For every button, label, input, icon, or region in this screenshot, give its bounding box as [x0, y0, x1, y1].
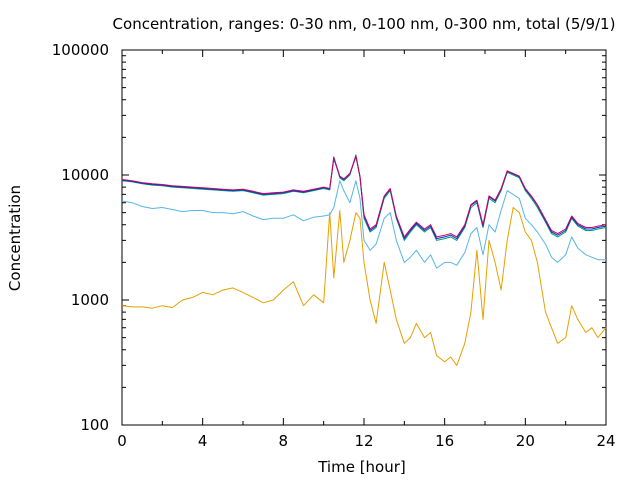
- series-group: [121, 154, 607, 366]
- series-line-4: [121, 156, 607, 240]
- x-tick-label: 0: [117, 432, 127, 450]
- y-axis-label: Concentration: [6, 185, 24, 291]
- y-tick-label: 1000: [71, 291, 109, 309]
- y-tick-label: 100: [80, 416, 109, 434]
- y-tick-label: 100000: [52, 41, 109, 59]
- x-tick-label: 16: [435, 432, 454, 450]
- x-tick-label: 20: [516, 432, 535, 450]
- x-tick-label: 4: [198, 432, 208, 450]
- series-line-1: [121, 207, 607, 366]
- series-line-5: [121, 155, 607, 238]
- axis-ticks: 0 4 8 12 16 20 24 100 1000 10000 100000: [52, 41, 616, 450]
- x-tick-label: 12: [354, 432, 373, 450]
- series-line-2: [121, 180, 606, 269]
- y-tick-label: 10000: [61, 166, 109, 184]
- chart-title: Concentration, ranges: 0-30 nm, 0-100 nm…: [113, 15, 616, 33]
- x-axis-label: Time [hour]: [317, 458, 406, 476]
- x-tick-label: 24: [596, 432, 615, 450]
- x-tick-label: 8: [279, 432, 289, 450]
